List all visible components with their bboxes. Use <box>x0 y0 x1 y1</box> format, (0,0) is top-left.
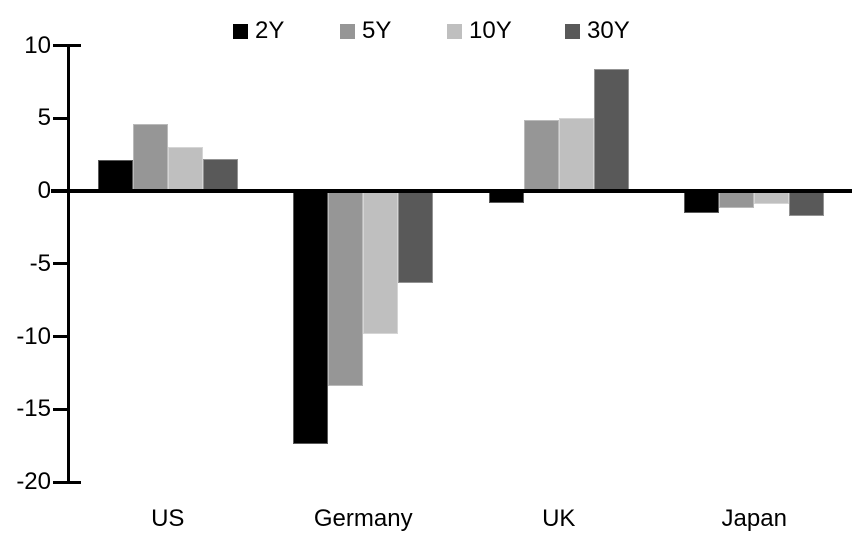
bar-germany-10y <box>363 191 399 334</box>
category-label-us: US <box>151 505 185 532</box>
y-tick <box>53 480 67 484</box>
bar-us-10y <box>167 147 203 192</box>
y-tick-label: 0 <box>37 177 51 204</box>
category-label-uk: UK <box>542 505 576 532</box>
legend-item-2y: 2Y <box>233 16 284 46</box>
legend-label-5y: 5Y <box>362 17 392 44</box>
bar-uk-30y <box>593 68 629 192</box>
bar-japan-2y <box>684 191 720 213</box>
category-label-japan: Japan <box>721 505 787 532</box>
y-tick-label: -15 <box>16 395 51 423</box>
bar-uk-2y <box>488 191 524 203</box>
legend-item-5y: 5Y <box>340 16 391 46</box>
y-tick <box>53 335 67 338</box>
bar-us-5y <box>132 124 168 192</box>
zero-axis-line <box>51 189 852 193</box>
legend-swatch-30y <box>565 23 580 39</box>
y-axis-top-cap <box>67 44 81 47</box>
legend-swatch-2y <box>233 23 248 39</box>
y-tick <box>53 262 67 266</box>
legend-label-2y: 2Y <box>255 17 285 44</box>
y-tick-label: -5 <box>29 249 51 277</box>
legend-label-10y: 10Y <box>469 17 512 44</box>
y-tick-label: -10 <box>16 322 51 350</box>
legend-label-30y: 30Y <box>587 17 630 44</box>
legend-item-30y: 30Y <box>565 16 630 46</box>
y-tick-label: 10 <box>24 31 51 59</box>
y-tick <box>53 44 67 47</box>
bar-us-2y <box>97 160 133 192</box>
y-tick <box>53 116 67 120</box>
y-tick-label: 5 <box>37 104 51 132</box>
bar-germany-2y <box>293 191 329 445</box>
bar-uk-5y <box>523 119 559 192</box>
bar-germany-5y <box>328 191 364 386</box>
category-label-germany: Germany <box>313 505 413 532</box>
legend-swatch-10y <box>447 23 462 39</box>
bar-japan-10y <box>754 191 790 205</box>
bar-uk-10y <box>558 118 594 192</box>
y-axis-bottom-cap <box>67 480 81 484</box>
bar-us-30y <box>202 158 238 192</box>
bar-japan-30y <box>789 191 825 216</box>
y-tick <box>53 407 67 411</box>
legend-swatch-5y <box>340 23 355 39</box>
bar-germany-30y <box>398 191 434 283</box>
legend-item-10y: 10Y <box>447 16 512 46</box>
y-axis-line <box>67 44 70 484</box>
y-tick-label: -20 <box>16 468 51 495</box>
bar-japan-5y <box>719 191 755 209</box>
